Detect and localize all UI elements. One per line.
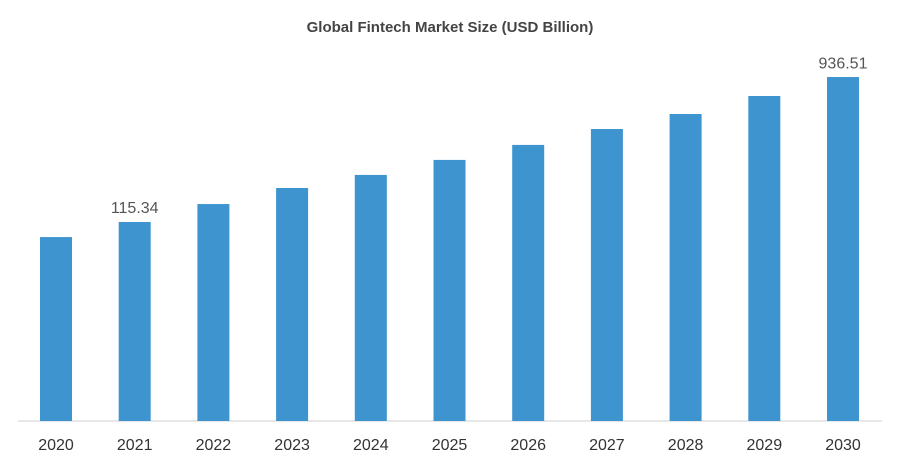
bar bbox=[512, 144, 545, 421]
bar bbox=[197, 204, 230, 421]
bar bbox=[433, 159, 466, 421]
bar bbox=[118, 221, 151, 421]
x-tick-label: 2028 bbox=[668, 437, 704, 454]
bar bbox=[748, 96, 781, 422]
bar bbox=[276, 187, 309, 421]
x-tick-label: 2027 bbox=[589, 437, 625, 454]
x-tick-label: 2029 bbox=[747, 437, 783, 454]
bar bbox=[354, 174, 387, 421]
chart-title: Global Fintech Market Size (USD Billion) bbox=[307, 19, 594, 36]
bar bbox=[827, 77, 859, 421]
x-tick-label: 2026 bbox=[510, 437, 546, 454]
bar bbox=[590, 129, 623, 421]
bar bbox=[669, 114, 702, 421]
bar bbox=[40, 237, 72, 421]
x-tick-label: 2023 bbox=[274, 437, 310, 454]
x-tick-label: 2030 bbox=[825, 437, 861, 454]
x-tick-label: 2021 bbox=[117, 437, 153, 454]
x-tick-label: 2024 bbox=[353, 437, 389, 454]
data-label: 115.34 bbox=[111, 200, 159, 217]
x-tick-label: 2020 bbox=[38, 437, 74, 454]
data-label: 936.51 bbox=[819, 55, 868, 72]
x-tick-label: 2022 bbox=[196, 437, 232, 454]
x-tick-label: 2025 bbox=[432, 437, 468, 454]
